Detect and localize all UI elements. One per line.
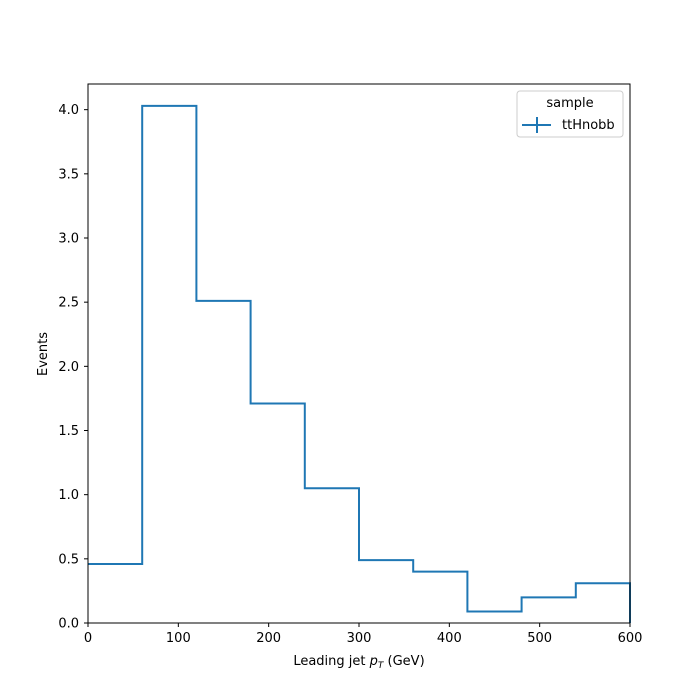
legend-entry-label: ttHnobb bbox=[562, 118, 615, 133]
x-axis-label-unit: (GeV) bbox=[383, 654, 424, 669]
x-tick-label: 400 bbox=[437, 631, 462, 646]
histogram-step-ttHnobb bbox=[88, 104, 631, 623]
x-axis-label-main: Leading jet bbox=[293, 654, 369, 669]
y-tick-label: 2.0 bbox=[58, 360, 79, 375]
x-tick-label: 200 bbox=[256, 631, 281, 646]
legend-title: sample bbox=[546, 96, 593, 111]
y-tick-label: 1.5 bbox=[58, 424, 79, 439]
x-axis-label: Leading jet pT (GeV) bbox=[293, 654, 424, 671]
y-tick-label: 3.5 bbox=[58, 167, 79, 182]
y-axis-label: Events bbox=[36, 332, 51, 376]
y-tick-label: 2.5 bbox=[58, 296, 79, 311]
x-tick-label: 0 bbox=[84, 631, 92, 646]
y-tick-label: 1.0 bbox=[58, 488, 79, 503]
y-tick-label: 0.5 bbox=[58, 552, 79, 567]
x-tick-label: 300 bbox=[347, 631, 372, 646]
y-tick-label: 4.0 bbox=[58, 103, 79, 118]
x-axis-label-sub: T bbox=[378, 661, 385, 671]
x-tick-label: 100 bbox=[166, 631, 191, 646]
x-axis-label-p: p bbox=[369, 654, 378, 669]
x-tick-label: 600 bbox=[618, 631, 643, 646]
legend-marker-ttHnobb bbox=[522, 117, 551, 133]
plot-area bbox=[88, 104, 631, 623]
x-tick-label: 500 bbox=[527, 631, 552, 646]
y-tick-label: 0.0 bbox=[58, 617, 79, 632]
plot-frame bbox=[87, 83, 631, 624]
legend: sample ttHnobb bbox=[516, 90, 624, 138]
y-tick-label: 3.0 bbox=[58, 232, 79, 247]
axis-ticks: 0 100 200 300 400 500 600 0.0 0.5 1.0 1.5 2.0 2.5 3.0… bbox=[58, 103, 642, 646]
